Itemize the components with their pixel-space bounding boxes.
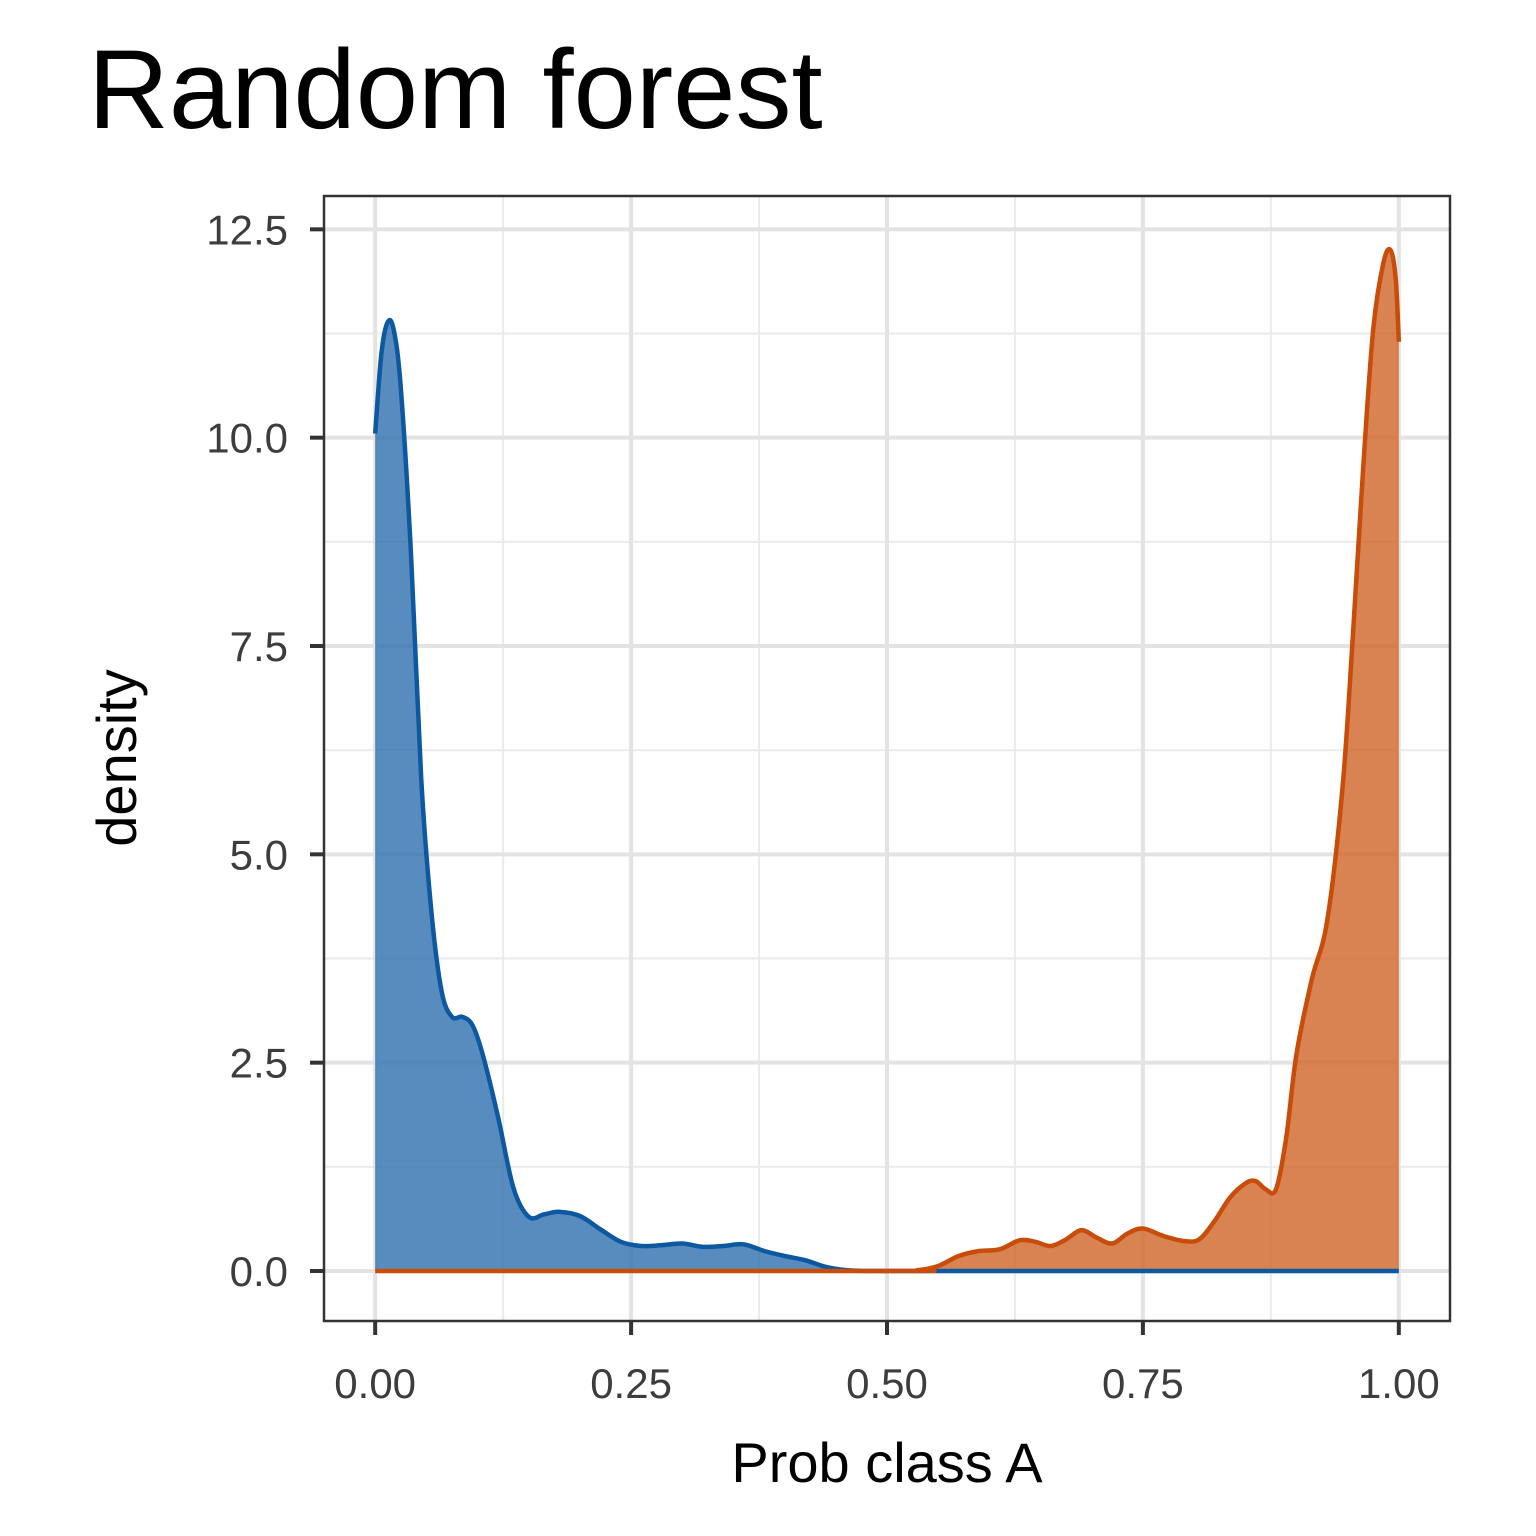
y-tick-label: 2.5: [230, 1040, 288, 1087]
x-tick-label: 0.50: [846, 1360, 928, 1407]
axis-ticks: 0.00 0.25 0.50 0.75 1.00 0.0 2.5 5.0 7.5 10.0 12.5: [206, 206, 1439, 1407]
x-tick-label: 0.25: [590, 1360, 672, 1407]
x-tick-label: 0.75: [1102, 1360, 1184, 1407]
y-tick-label: 0.0: [230, 1248, 288, 1295]
y-tick-label: 10.0: [206, 415, 288, 462]
x-tick-label: 1.00: [1358, 1360, 1440, 1407]
chart-title: Random forest: [88, 27, 823, 152]
density-line-2: [375, 246, 1402, 1274]
y-tick-label: 12.5: [206, 206, 288, 253]
x-axis-title: Prob class A: [731, 1431, 1043, 1494]
y-tick-label: 5.0: [230, 831, 288, 878]
y-axis-title: density: [85, 669, 148, 846]
density-areas: [372, 246, 1402, 1274]
density-area-1: [375, 320, 1399, 1272]
y-tick-label: 7.5: [230, 623, 288, 670]
x-tick-label: 0.00: [334, 1360, 416, 1407]
density-area-2: [375, 249, 1399, 1272]
